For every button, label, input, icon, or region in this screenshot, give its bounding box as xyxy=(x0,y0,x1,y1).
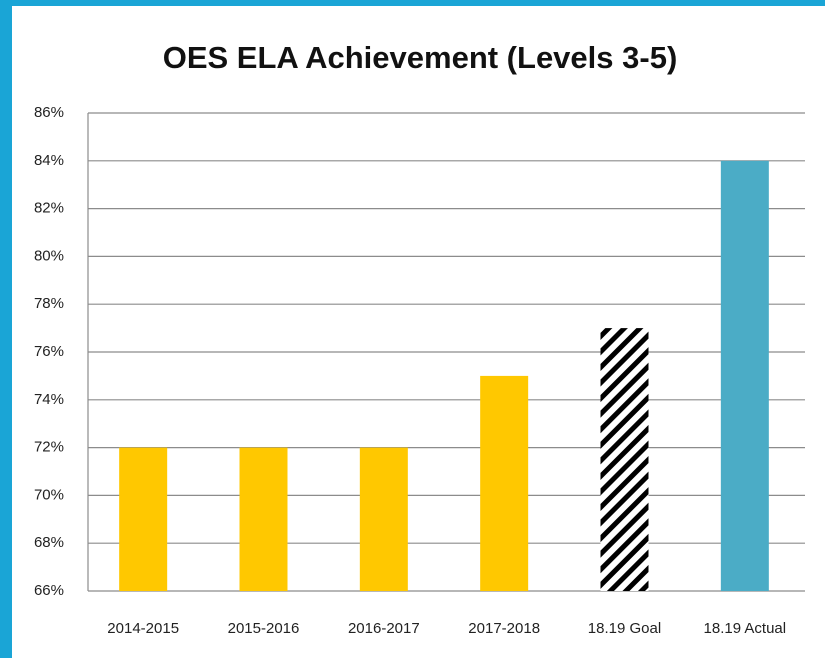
y-tick-label: 82% xyxy=(34,200,64,217)
chart-title: OES ELA Achievement (Levels 3-5) xyxy=(163,40,678,75)
x-tick-label: 2016-2017 xyxy=(348,620,420,637)
bar xyxy=(359,447,408,591)
frame-left xyxy=(0,0,12,658)
x-tick-label: 18.19 Goal xyxy=(588,620,661,637)
bar xyxy=(720,160,769,592)
y-tick-label: 84% xyxy=(34,152,64,169)
bar xyxy=(600,328,649,591)
y-tick-label: 86% xyxy=(34,104,64,121)
y-tick-label: 68% xyxy=(34,534,64,551)
y-tick-label: 74% xyxy=(34,391,64,408)
bar xyxy=(119,447,168,591)
bar xyxy=(239,447,288,591)
y-tick-label: 78% xyxy=(34,295,64,312)
x-tick-label: 2014-2015 xyxy=(107,620,179,637)
y-tick-label: 70% xyxy=(34,486,64,503)
x-tick-label: 18.19 Actual xyxy=(704,620,787,637)
x-tick-label: 2015-2016 xyxy=(228,620,300,637)
y-tick-label: 66% xyxy=(34,582,64,599)
frame-top xyxy=(0,0,825,6)
y-tick-label: 76% xyxy=(34,343,64,360)
y-tick-label: 80% xyxy=(34,247,64,264)
x-tick-label: 2017-2018 xyxy=(468,620,540,637)
y-tick-label: 72% xyxy=(34,439,64,456)
bar xyxy=(480,375,529,591)
